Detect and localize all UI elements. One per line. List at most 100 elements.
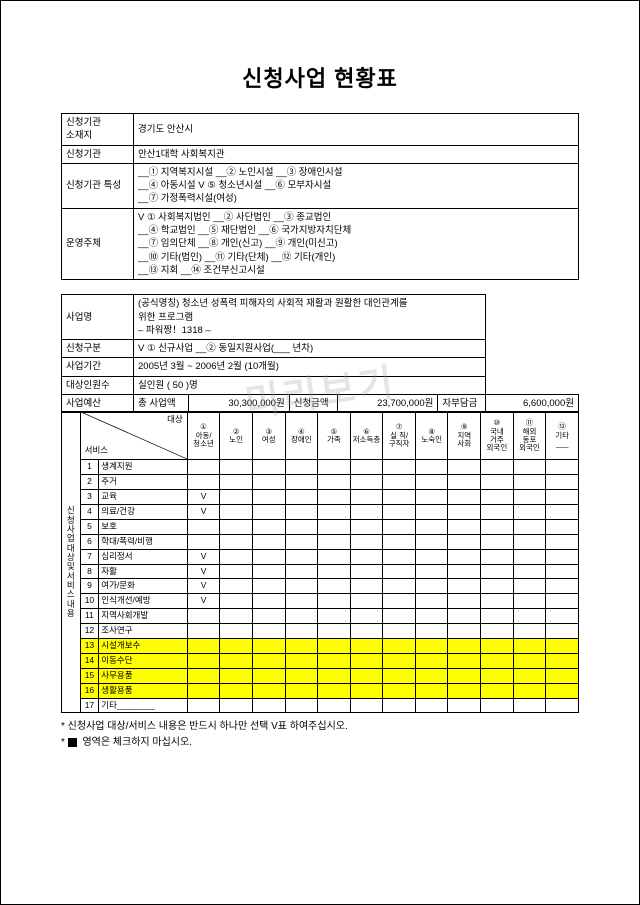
matrix-cell [350,460,383,475]
matrix-cell [285,475,318,490]
matrix-cell [318,624,351,639]
value-operator: V ① 사회복지법인 __② 사단법인 __③ 종교법인 __④ 학교법인 __… [134,208,579,279]
matrix-cell [546,519,579,534]
target-header-2: ③ 여성 [252,412,285,460]
matrix-cell [350,609,383,624]
value-proj-name: (공식명칭) 청소년 성폭력 피해자의 사회적 재활과 원활한 대인관계를 위한… [134,295,486,340]
matrix-cell [318,505,351,520]
matrix-cell [187,624,220,639]
corner-bottom-label: 서비스 [85,445,108,457]
service-name: 생활용품 [99,683,187,698]
matrix-cell [448,683,481,698]
matrix-cell [448,609,481,624]
matrix-cell [187,609,220,624]
row-number: 10 [80,594,99,609]
row-number: 4 [80,505,99,520]
matrix-cell [220,460,253,475]
matrix-cell [350,519,383,534]
matrix-cell [350,624,383,639]
matrix-cell [285,505,318,520]
matrix-cell [220,668,253,683]
matrix-cell [383,683,416,698]
row-number: 9 [80,579,99,594]
matrix-cell [285,564,318,579]
matrix-cell [252,534,285,549]
matrix-cell [220,579,253,594]
matrix-corner: 대상서비스 [80,412,187,460]
matrix-cell [318,683,351,698]
matrix-cell [513,534,546,549]
matrix-cell [187,519,220,534]
matrix-cell [285,519,318,534]
row-number: 17 [80,698,99,713]
matrix-cell [350,594,383,609]
target-header-8: ⑨ 지역 사회 [448,412,481,460]
target-header-6: ⑦ 실 직/ 구직자 [383,412,416,460]
matrix-cell [285,579,318,594]
service-matrix-table: 신청사업대상및서비스내용대상서비스① 아동/ 청소년② 노인③ 여성④ 장애인⑤… [61,411,579,713]
value-budget-self: 6,600,000원 [486,395,579,413]
matrix-cell [546,683,579,698]
matrix-cell [318,460,351,475]
matrix-cell [513,639,546,654]
matrix-cell [252,609,285,624]
matrix-cell [481,624,514,639]
matrix-cell [383,639,416,654]
service-name: 사무용품 [99,668,187,683]
service-name: 조사연구 [99,624,187,639]
matrix-cell [415,460,448,475]
matrix-cell [350,653,383,668]
service-name: 심리정서 [99,549,187,564]
matrix-cell [187,668,220,683]
matrix-cell [481,534,514,549]
org-info-table: 신청기관 소재지 경기도 안산시 신청기관 안산1대학 사회복지관 신청기관 특… [61,113,579,280]
matrix-cell [415,490,448,505]
label-proj-class: 신청구분 [62,340,134,358]
matrix-cell [318,579,351,594]
matrix-cell [448,653,481,668]
matrix-cell [285,534,318,549]
corner-top-label: 대상 [167,414,183,426]
row-number: 6 [80,534,99,549]
matrix-cell [285,624,318,639]
matrix-cell [383,549,416,564]
matrix-cell [513,698,546,713]
matrix-cell [318,639,351,654]
matrix-cell [318,549,351,564]
label-org-type: 신청기관 특성 [62,163,134,208]
label-budget-self: 자부담금 [438,395,486,413]
footnote: * 신청사업 대상/서비스 내용은 반드시 하나만 선택 V표 하여주십시오. … [61,719,579,751]
matrix-cell [350,564,383,579]
matrix-cell [448,534,481,549]
matrix-cell [481,564,514,579]
matrix-cell: V [187,549,220,564]
matrix-cell [383,609,416,624]
matrix-cell [252,460,285,475]
matrix-cell [513,609,546,624]
matrix-cell [481,490,514,505]
matrix-cell [383,490,416,505]
matrix-cell [285,653,318,668]
matrix-cell [546,639,579,654]
target-header-3: ④ 장애인 [285,412,318,460]
row-number: 12 [80,624,99,639]
matrix-cell [220,639,253,654]
matrix-cell [513,505,546,520]
matrix-cell [285,609,318,624]
matrix-cell [383,668,416,683]
matrix-cell [415,534,448,549]
matrix-cell [383,579,416,594]
matrix-cell [350,549,383,564]
matrix-cell [285,698,318,713]
label-operator: 운영주체 [62,208,134,279]
matrix-cell [415,698,448,713]
matrix-cell [415,505,448,520]
matrix-cell [546,475,579,490]
matrix-cell [448,460,481,475]
matrix-cell [546,653,579,668]
matrix-cell [383,505,416,520]
matrix-cell [513,594,546,609]
matrix-cell [481,698,514,713]
matrix-cell [252,490,285,505]
matrix-cell [220,653,253,668]
